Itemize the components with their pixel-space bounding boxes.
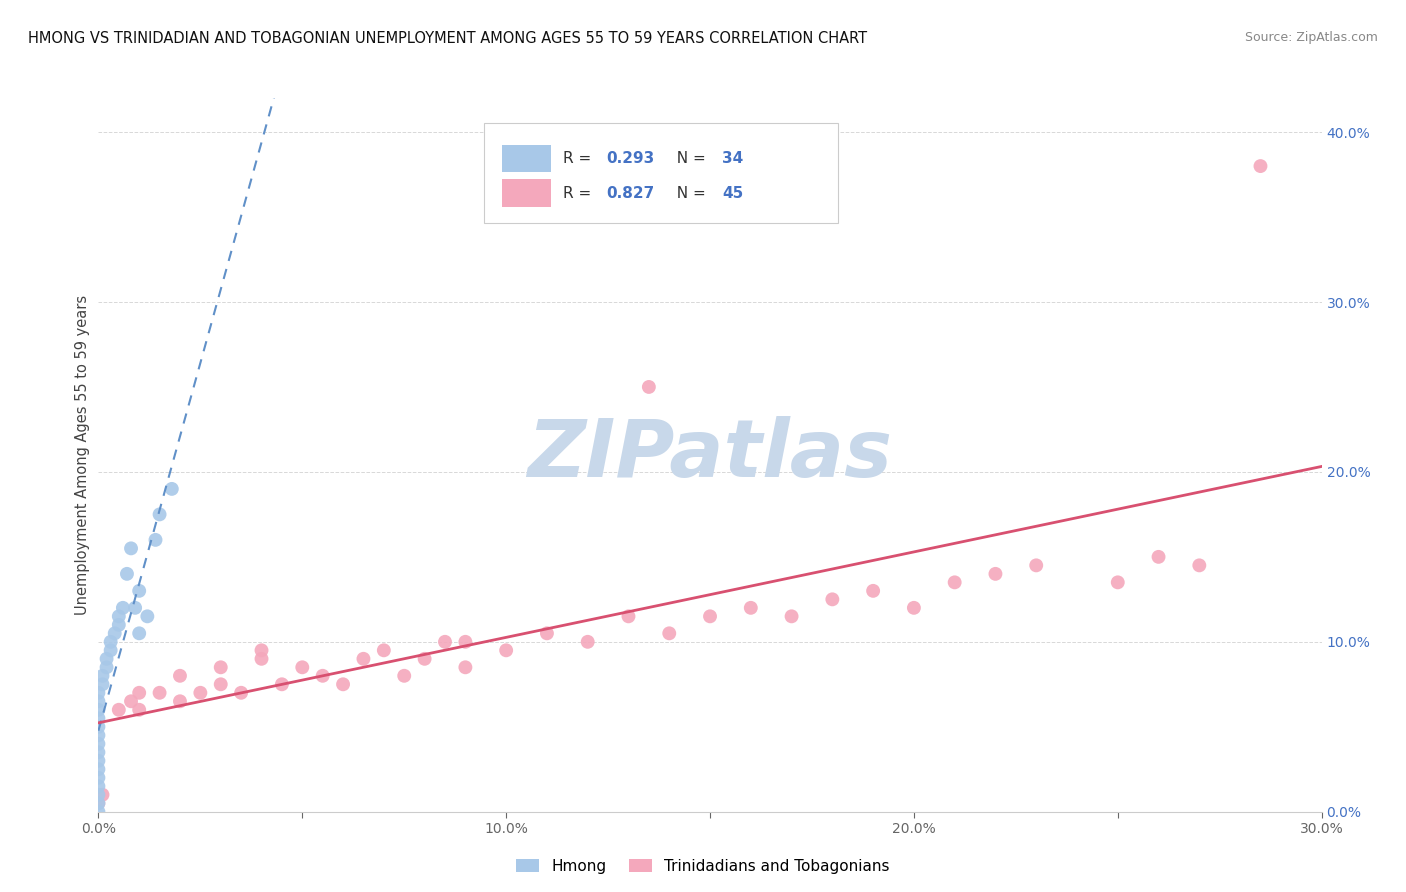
- Point: [903, 600, 925, 615]
- Point: [87, 745, 110, 759]
- Point: [352, 652, 374, 666]
- Point: [250, 643, 273, 657]
- Point: [1147, 549, 1170, 564]
- Text: 34: 34: [723, 151, 744, 166]
- Text: R =: R =: [564, 151, 596, 166]
- Point: [699, 609, 721, 624]
- Legend: Hmong, Trinidadians and Tobagonians: Hmong, Trinidadians and Tobagonians: [510, 853, 896, 880]
- Point: [108, 703, 131, 717]
- Point: [145, 533, 167, 547]
- Point: [87, 805, 110, 819]
- Y-axis label: Unemployment Among Ages 55 to 59 years: Unemployment Among Ages 55 to 59 years: [75, 295, 90, 615]
- Point: [87, 720, 110, 734]
- Point: [115, 566, 138, 581]
- Point: [536, 626, 558, 640]
- Point: [169, 669, 191, 683]
- Point: [108, 609, 131, 624]
- Point: [392, 669, 416, 683]
- Text: 45: 45: [723, 186, 744, 201]
- Point: [111, 600, 134, 615]
- Text: 0.827: 0.827: [606, 186, 654, 201]
- Bar: [502, 145, 551, 171]
- Point: [87, 703, 110, 717]
- Point: [1107, 575, 1129, 590]
- Text: 0.293: 0.293: [606, 151, 654, 166]
- Point: [128, 686, 150, 700]
- Point: [87, 711, 110, 725]
- Point: [96, 652, 118, 666]
- Point: [149, 686, 172, 700]
- Point: [104, 626, 127, 640]
- Point: [576, 635, 599, 649]
- Point: [128, 703, 150, 717]
- Point: [87, 771, 110, 785]
- Text: N =: N =: [668, 151, 711, 166]
- Text: HMONG VS TRINIDADIAN AND TOBAGONIAN UNEMPLOYMENT AMONG AGES 55 TO 59 YEARS CORRE: HMONG VS TRINIDADIAN AND TOBAGONIAN UNEM…: [28, 31, 868, 46]
- Point: [120, 694, 142, 708]
- Point: [250, 652, 273, 666]
- Point: [91, 677, 114, 691]
- Point: [658, 626, 681, 640]
- Point: [87, 796, 110, 810]
- Point: [128, 583, 150, 598]
- Point: [1249, 159, 1271, 173]
- Point: [87, 686, 110, 700]
- Point: [160, 482, 183, 496]
- Point: [87, 737, 110, 751]
- Point: [434, 635, 457, 649]
- Point: [1188, 558, 1211, 573]
- Point: [100, 643, 122, 657]
- Point: [495, 643, 517, 657]
- Point: [87, 762, 110, 776]
- Point: [87, 694, 110, 708]
- Point: [136, 609, 159, 624]
- Point: [413, 652, 436, 666]
- Point: [617, 609, 640, 624]
- Text: R =: R =: [564, 186, 596, 201]
- Point: [209, 660, 232, 674]
- Bar: [502, 179, 551, 207]
- Point: [454, 660, 477, 674]
- Point: [87, 754, 110, 768]
- Point: [100, 635, 122, 649]
- Point: [231, 686, 253, 700]
- Point: [149, 508, 172, 522]
- Point: [87, 728, 110, 742]
- Point: [91, 788, 114, 802]
- Point: [120, 541, 142, 556]
- Point: [291, 660, 314, 674]
- Point: [169, 694, 191, 708]
- Point: [87, 779, 110, 793]
- Point: [188, 686, 212, 700]
- Point: [740, 600, 762, 615]
- Point: [128, 626, 150, 640]
- Point: [209, 677, 232, 691]
- Point: [454, 635, 477, 649]
- Text: ZIPatlas: ZIPatlas: [527, 416, 893, 494]
- Point: [87, 796, 110, 810]
- Point: [1025, 558, 1047, 573]
- Point: [638, 380, 661, 394]
- Point: [332, 677, 354, 691]
- FancyBboxPatch shape: [484, 123, 838, 223]
- Text: N =: N =: [668, 186, 711, 201]
- Point: [984, 566, 1007, 581]
- Point: [91, 669, 114, 683]
- Point: [96, 660, 118, 674]
- Point: [87, 788, 110, 802]
- Point: [862, 583, 884, 598]
- Point: [108, 617, 131, 632]
- Text: Source: ZipAtlas.com: Source: ZipAtlas.com: [1244, 31, 1378, 45]
- Point: [124, 600, 146, 615]
- Point: [270, 677, 294, 691]
- Point: [821, 592, 844, 607]
- Point: [780, 609, 803, 624]
- Point: [373, 643, 395, 657]
- Point: [312, 669, 335, 683]
- Point: [943, 575, 966, 590]
